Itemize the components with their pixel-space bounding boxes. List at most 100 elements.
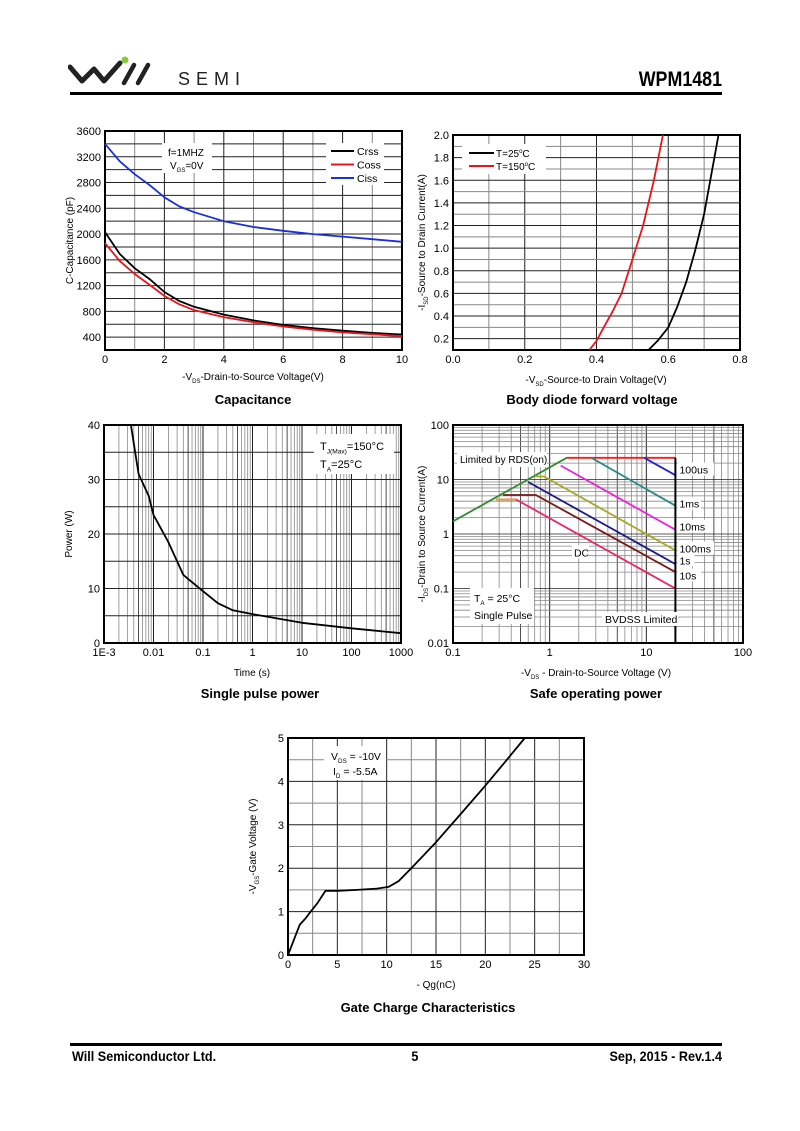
- chart-body-diode: 0.0 0.2 0.4 0.6 0.8 0.2 0.4 0.6 0.8 1.0 1.2 1.4 1.6 1…: [417, 130, 748, 407]
- grid: [453, 135, 740, 350]
- annotation-bg: [470, 588, 534, 624]
- curve-label-1s: 1s: [679, 555, 690, 567]
- plot-frame: [452, 424, 744, 644]
- y-tick-label: 1200: [77, 281, 101, 293]
- footer-divider: [70, 1043, 722, 1046]
- legend-label: Crss: [357, 146, 379, 158]
- y-tick-label: 3200: [77, 152, 101, 164]
- y-axis-label: Power (W): [64, 510, 75, 557]
- series-coss: [104, 242, 403, 338]
- chart-title: Gate Charge Characteristics: [341, 1000, 516, 1015]
- y-tick-label: 0.4: [434, 311, 449, 323]
- y-axis-ticks: 0 1 2 3 4 5: [278, 733, 284, 962]
- series-100ms: [534, 475, 676, 552]
- x-tick-label: 2: [161, 354, 167, 366]
- x-tick-label: 10: [396, 354, 408, 366]
- y-tick-label: 20: [88, 529, 100, 541]
- y-tick-label: 0: [94, 638, 100, 650]
- plot-frame: [287, 737, 585, 956]
- y-axis-label-group: C-Capacitance (pF): [65, 197, 76, 284]
- chart-title: Body diode forward voltage: [506, 392, 677, 407]
- x-tick-label: 30: [578, 959, 590, 971]
- y-tick-label: 40: [88, 420, 100, 432]
- series-t-150-c: [588, 134, 664, 351]
- y-tick-label: 800: [83, 306, 101, 318]
- logo-dot: [121, 56, 129, 64]
- series-1s: [527, 481, 676, 565]
- y-tick-label: 3: [278, 820, 284, 832]
- plot-frame: [103, 424, 402, 644]
- x-axis-ticks: 0.0 0.2 0.4 0.6 0.8: [445, 354, 747, 366]
- legend-label: Ciss: [357, 173, 377, 185]
- x-tick-label: 25: [529, 959, 541, 971]
- logo-text: SEMI: [178, 69, 247, 89]
- annotation-bg: [314, 434, 394, 474]
- y-tick-label: 100: [431, 420, 449, 432]
- annotation-vgs: VGS=0V: [170, 161, 204, 174]
- annotation-bg: [457, 452, 547, 467]
- series-100us: [643, 457, 676, 476]
- y-tick-label: 10: [437, 475, 449, 487]
- y-tick-label: 0.2: [434, 334, 449, 346]
- x-tick-label: 10: [381, 959, 393, 971]
- x-tick-label: 1E-3: [92, 647, 115, 659]
- y-tick-label: 400: [83, 332, 101, 344]
- annotation-bg: [324, 746, 386, 780]
- x-tick-label: 1: [249, 647, 255, 659]
- y-tick-label: 3600: [77, 126, 101, 138]
- y-tick-label: 0: [278, 950, 284, 962]
- y-tick-label: 30: [88, 475, 100, 487]
- grid: [452, 425, 743, 644]
- annotation-id: ID = -5.5A: [333, 766, 378, 780]
- plot-frame: [452, 134, 741, 351]
- series-ciss: [104, 143, 403, 243]
- x-tick-label: 0.1: [445, 647, 460, 659]
- curve-label-bg: [677, 462, 714, 476]
- x-tick-label: 0.01: [143, 647, 164, 659]
- curve-label-10ms: 10ms: [679, 522, 705, 534]
- y-tick-label: 1.4: [434, 198, 449, 210]
- chart-title: Capacitance: [215, 392, 292, 407]
- y-tick-label: 0.8: [434, 266, 449, 278]
- y-axis-label: -ISD-Source to Drain Current(A): [417, 174, 430, 311]
- x-tick-label: 10: [296, 647, 308, 659]
- y-tick-label: 1.6: [434, 175, 449, 187]
- y-axis-ticks: 0.2 0.4 0.6 0.8 1.0 1.2 1.4 1.6 1.8 2.0: [434, 130, 449, 346]
- curve-label-bg: [677, 568, 701, 582]
- header: SEMI WPM1481: [0, 0, 800, 100]
- series-group: [452, 456, 677, 643]
- chart-title: Safe operating power: [530, 686, 662, 701]
- y-tick-label: 10: [88, 584, 100, 596]
- x-tick-label: 8: [340, 354, 346, 366]
- y-tick-label: 2: [278, 863, 284, 875]
- series-10ms: [560, 464, 676, 531]
- x-axis-label: -VDS - Drain-to-Source Voltage (V): [521, 668, 671, 681]
- x-tick-label: 100: [342, 647, 360, 659]
- y-tick-label: 2800: [77, 178, 101, 190]
- curve-label-bg: [571, 545, 589, 559]
- annotation-rds-limit: Limited by RDS(on): [460, 455, 547, 466]
- curve-label-bg: [677, 496, 701, 510]
- series-group: [104, 143, 403, 338]
- chart-title: Single pulse power: [201, 686, 319, 701]
- x-axis-ticks: 0.1 1 10 100: [445, 647, 752, 659]
- x-tick-label: 0.2: [517, 354, 532, 366]
- series-power: [130, 424, 402, 635]
- annotation-bg: [162, 143, 212, 173]
- annotation-frequency: f=1MHZ: [168, 148, 204, 159]
- y-axis-label-group: Power (W): [64, 510, 75, 557]
- y-tick-label: 5: [278, 733, 284, 745]
- y-tick-label: 1.2: [434, 221, 449, 233]
- y-tick-label: 1.0: [434, 243, 449, 255]
- series-crss: [104, 231, 403, 336]
- x-tick-label: 6: [280, 354, 286, 366]
- x-tick-label: 0.4: [589, 354, 604, 366]
- curve-label-bg: [677, 553, 695, 567]
- annotation-ta: TA = 25°C: [474, 593, 520, 607]
- legend-bg: [462, 144, 546, 174]
- series-rds-on-limit: [452, 457, 568, 523]
